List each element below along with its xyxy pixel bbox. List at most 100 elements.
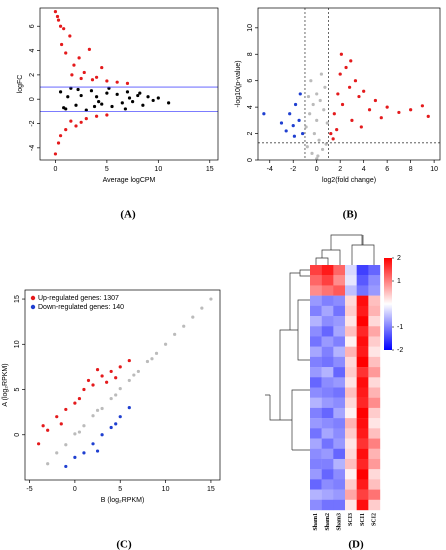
heatmap-cell: [310, 326, 322, 337]
point: [41, 424, 45, 428]
point: [305, 145, 309, 149]
x-tick-label: 0: [53, 166, 57, 173]
x-tick-label: 0: [73, 486, 77, 493]
point: [91, 383, 95, 387]
heatmap-cell: [321, 407, 334, 419]
point: [324, 142, 328, 146]
heatmap-cell: [333, 285, 346, 296]
heatmap-cell: [356, 397, 369, 409]
x-tick-label: -4: [267, 166, 273, 173]
point: [306, 94, 311, 99]
heatmap-cell: [333, 346, 346, 358]
heatmap-cell: [345, 285, 357, 296]
point: [105, 380, 109, 384]
point: [136, 369, 140, 374]
point: [118, 365, 122, 369]
heatmap-cell: [321, 336, 334, 347]
heatmap-cell: [356, 489, 369, 500]
heatmap-cell: [345, 489, 357, 500]
heatmap-cell: [310, 285, 322, 296]
heatmap-cell: [321, 418, 334, 429]
heatmap-cell: [368, 377, 381, 388]
legend-marker: [30, 304, 36, 310]
point: [53, 10, 58, 14]
point: [332, 112, 336, 116]
heatmap-cell: [368, 458, 381, 470]
point: [131, 100, 135, 104]
point: [79, 120, 83, 124]
heatmap-cell: [368, 387, 381, 398]
point: [344, 65, 348, 70]
heatmap-cell: [345, 336, 357, 347]
heatmap-cell: [345, 428, 357, 439]
y-axis-label: -log10(p-value): [235, 60, 242, 107]
x-tick-label: 10: [162, 486, 170, 493]
point: [68, 34, 72, 38]
heatmap-cell: [321, 377, 334, 388]
point: [301, 131, 305, 136]
point: [77, 56, 81, 60]
point: [115, 92, 119, 96]
heatmap-cell: [368, 448, 381, 460]
heatmap-cell: [321, 367, 334, 378]
heatmap-cell: [333, 356, 346, 368]
heatmap-cell: [310, 377, 322, 388]
point: [73, 432, 77, 436]
x-tick-label: -5: [26, 486, 32, 493]
point: [97, 100, 101, 104]
point: [292, 134, 296, 138]
heatmap-cell: [310, 316, 322, 327]
point: [94, 95, 99, 99]
point: [338, 72, 342, 76]
point: [325, 121, 329, 125]
y-tick-label: 5: [14, 387, 21, 391]
heatmap-cell: [345, 346, 357, 358]
point: [66, 95, 70, 99]
point: [91, 414, 95, 418]
point: [315, 118, 319, 122]
point: [58, 90, 63, 94]
heatmap-cell: [321, 448, 334, 460]
x-tick-label: 15: [206, 166, 214, 173]
point: [55, 415, 59, 419]
point: [385, 105, 389, 109]
point: [77, 396, 82, 401]
point: [74, 103, 78, 107]
colorbar-tick-label: 2: [397, 255, 401, 262]
point: [64, 128, 68, 132]
heatmap-cell: [356, 438, 369, 449]
point: [62, 27, 66, 31]
heatmap-cell: [368, 428, 381, 439]
heatmap-cell: [310, 305, 322, 317]
x-tick-label: 5: [105, 166, 109, 173]
heatmap-cell: [310, 275, 322, 286]
heatmap-cell: [368, 438, 381, 449]
heatmap-cell: [310, 346, 322, 358]
point: [409, 108, 413, 112]
plot-frame: [24, 289, 221, 481]
heatmap-cell: [356, 356, 369, 368]
heatmap-cell: [333, 469, 346, 480]
point: [58, 134, 63, 138]
point: [359, 125, 363, 129]
heatmap-cell: [356, 377, 369, 388]
heatmap-cell: [321, 479, 334, 490]
point: [331, 137, 335, 141]
point: [100, 406, 104, 411]
heatmap-cell: [368, 326, 381, 337]
heatmap-cell: [310, 336, 322, 347]
point: [73, 455, 77, 459]
point: [90, 78, 95, 82]
x-axis-label: Average logCPM: [103, 177, 156, 184]
point: [340, 102, 345, 107]
point: [315, 157, 319, 161]
point: [154, 351, 159, 355]
point: [114, 393, 118, 397]
point: [373, 98, 378, 103]
heatmap-cell: [345, 367, 357, 378]
point: [426, 114, 430, 118]
y-tick-label: 2: [29, 73, 36, 77]
point: [72, 63, 76, 67]
heatmap-cell: [333, 275, 346, 286]
